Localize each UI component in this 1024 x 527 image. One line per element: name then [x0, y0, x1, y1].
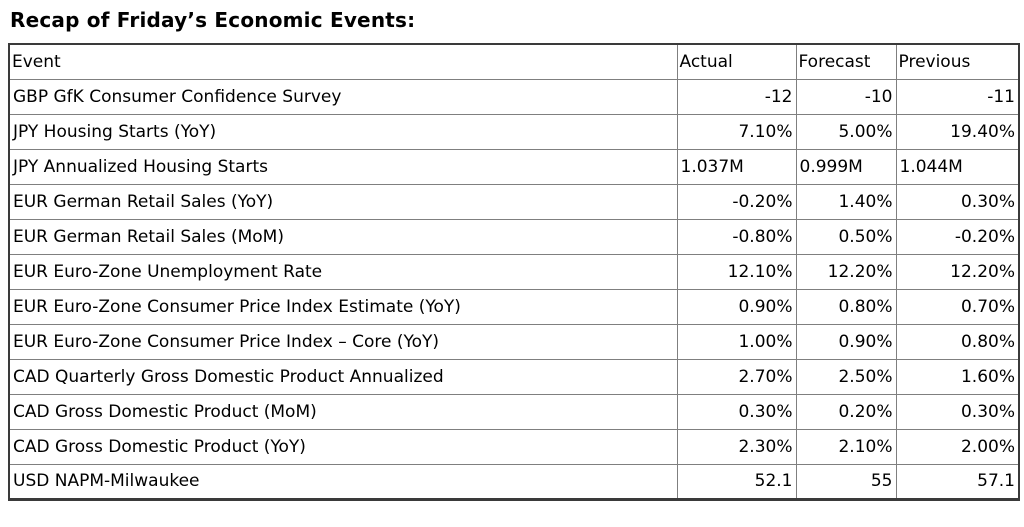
- event-cell: EUR Euro-Zone Unemployment Rate: [8, 253, 678, 290]
- previous-cell: 0.70%: [895, 288, 1020, 325]
- forecast-cell: 0.999M: [795, 148, 897, 185]
- actual-cell: 2.30%: [676, 428, 797, 465]
- previous-cell: 0.30%: [895, 393, 1020, 430]
- event-cell: JPY Housing Starts (YoY): [8, 113, 678, 150]
- table-row: JPY Annualized Housing Starts 1.037M 0.999…: [8, 148, 1020, 185]
- forecast-cell: 1.40%: [795, 183, 897, 220]
- forecast-cell: -10: [795, 78, 897, 115]
- forecast-cell: 12.20%: [795, 253, 897, 290]
- table-row: USD NAPM-Milwaukee 52.1 55 57.1: [8, 463, 1020, 500]
- event-cell: CAD Gross Domestic Product (YoY): [8, 428, 678, 465]
- actual-cell: -12: [676, 78, 797, 115]
- event-cell: GBP GfK Consumer Confidence Survey: [8, 78, 678, 115]
- table-row: EUR German Retail Sales (MoM) -0.80% 0.50%…: [8, 218, 1020, 255]
- event-cell: CAD Gross Domestic Product (MoM): [8, 393, 678, 430]
- actual-cell: 52.1: [676, 463, 797, 500]
- event-cell: EUR German Retail Sales (YoY): [8, 183, 678, 220]
- table-row: EUR Euro-Zone Consumer Price Index – Cor…: [8, 323, 1020, 360]
- table-row: GBP GfK Consumer Confidence Survey -12 -10…: [8, 78, 1020, 115]
- forecast-cell: 5.00%: [795, 113, 897, 150]
- column-header-actual: Actual: [676, 43, 797, 80]
- previous-cell: -0.20%: [895, 218, 1020, 255]
- event-cell: JPY Annualized Housing Starts: [8, 148, 678, 185]
- previous-cell: 1.60%: [895, 358, 1020, 395]
- actual-cell: 7.10%: [676, 113, 797, 150]
- actual-cell: -0.20%: [676, 183, 797, 220]
- event-cell: EUR Euro-Zone Consumer Price Index – Cor…: [8, 323, 678, 360]
- previous-cell: 2.00%: [895, 428, 1020, 465]
- previous-cell: 12.20%: [895, 253, 1020, 290]
- column-header-event: Event: [8, 43, 678, 80]
- event-cell: USD NAPM-Milwaukee: [8, 463, 678, 500]
- actual-cell: 0.30%: [676, 393, 797, 430]
- actual-cell: 1.037M: [676, 148, 797, 185]
- actual-cell: 2.70%: [676, 358, 797, 395]
- forecast-cell: 0.20%: [795, 393, 897, 430]
- previous-cell: 0.80%: [895, 323, 1020, 360]
- economic-events-table: Event Actual Forecast Previous GBP GfK C…: [8, 43, 1020, 501]
- forecast-cell: 2.50%: [795, 358, 897, 395]
- header-row: Event Actual Forecast Previous: [8, 43, 1020, 80]
- forecast-cell: 0.50%: [795, 218, 897, 255]
- page-title: Recap of Friday’s Economic Events:: [10, 8, 416, 32]
- event-cell: EUR German Retail Sales (MoM): [8, 218, 678, 255]
- previous-cell: 1.044M: [895, 148, 1020, 185]
- column-header-forecast: Forecast: [795, 43, 897, 80]
- forecast-cell: 55: [795, 463, 897, 500]
- event-cell: EUR Euro-Zone Consumer Price Index Estim…: [8, 288, 678, 325]
- table-row: EUR Euro-Zone Consumer Price Index Estim…: [8, 288, 1020, 325]
- column-header-previous: Previous: [895, 43, 1020, 80]
- forecast-cell: 0.80%: [795, 288, 897, 325]
- table-row: CAD Gross Domestic Product (MoM) 0.30% 0.2…: [8, 393, 1020, 430]
- previous-cell: 57.1: [895, 463, 1020, 500]
- previous-cell: 19.40%: [895, 113, 1020, 150]
- event-cell: CAD Quarterly Gross Domestic Product Ann…: [8, 358, 678, 395]
- actual-cell: 0.90%: [676, 288, 797, 325]
- previous-cell: -11: [895, 78, 1020, 115]
- actual-cell: -0.80%: [676, 218, 797, 255]
- forecast-cell: 2.10%: [795, 428, 897, 465]
- actual-cell: 1.00%: [676, 323, 797, 360]
- table-row: CAD Gross Domestic Product (YoY) 2.30% 2.1…: [8, 428, 1020, 465]
- forecast-cell: 0.90%: [795, 323, 897, 360]
- table-row: CAD Quarterly Gross Domestic Product Ann…: [8, 358, 1020, 395]
- table-row: EUR German Retail Sales (YoY) -0.20% 1.40%…: [8, 183, 1020, 220]
- previous-cell: 0.30%: [895, 183, 1020, 220]
- table-row: JPY Housing Starts (YoY) 7.10% 5.00% 19.40%: [8, 113, 1020, 150]
- table-row: EUR Euro-Zone Unemployment Rate 12.10% 12.…: [8, 253, 1020, 290]
- table-body: GBP GfK Consumer Confidence Survey -12 -10…: [8, 78, 1020, 500]
- actual-cell: 12.10%: [676, 253, 797, 290]
